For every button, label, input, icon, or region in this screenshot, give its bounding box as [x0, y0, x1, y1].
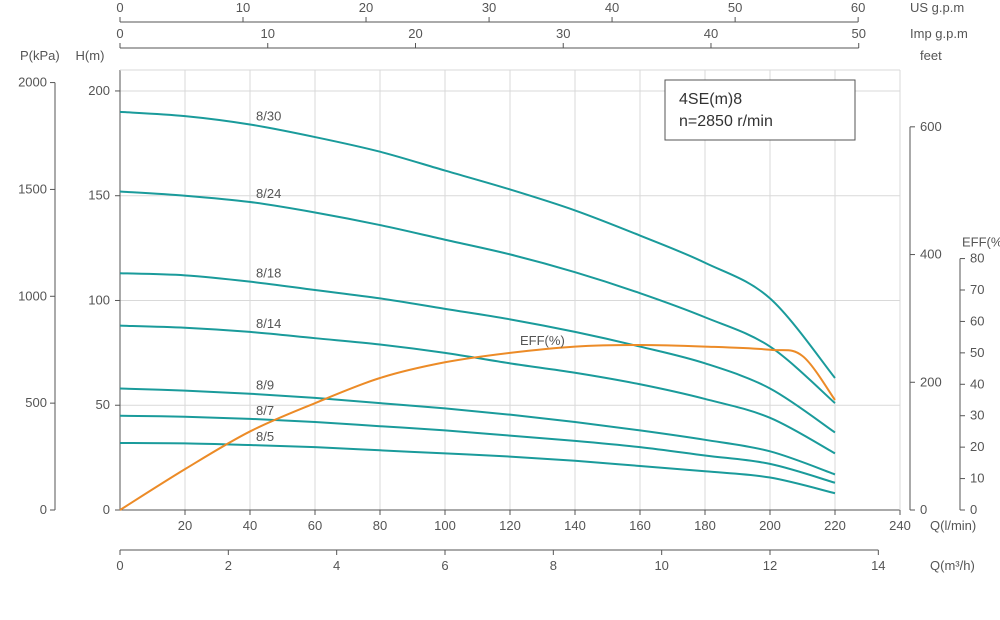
svg-text:40: 40	[605, 0, 619, 15]
curve-label-8/24: 8/24	[256, 186, 281, 201]
svg-text:180: 180	[694, 518, 716, 533]
svg-text:14: 14	[871, 558, 885, 573]
svg-text:2: 2	[225, 558, 232, 573]
title-line2: n=2850 r/min	[679, 113, 773, 130]
svg-text:20: 20	[970, 439, 984, 454]
svg-text:100: 100	[88, 292, 110, 307]
svg-text:0: 0	[40, 502, 47, 517]
svg-text:1000: 1000	[18, 288, 47, 303]
x-label-m3h: Q(m³/h)	[930, 558, 975, 573]
pump-curve-chart: 20406080100120140160180200220240Q(l/min)…	[0, 0, 1000, 620]
svg-text:80: 80	[970, 251, 984, 266]
svg-text:1500: 1500	[18, 181, 47, 196]
title-box	[665, 80, 855, 140]
curve-label-8/30: 8/30	[256, 108, 281, 123]
svg-text:30: 30	[556, 26, 570, 41]
svg-text:10: 10	[654, 558, 668, 573]
svg-text:400: 400	[920, 247, 942, 262]
svg-text:6: 6	[441, 558, 448, 573]
svg-text:50: 50	[851, 26, 865, 41]
y-label-eff: EFF(%)	[962, 235, 1000, 250]
svg-text:0: 0	[116, 558, 123, 573]
curve-label-8/18: 8/18	[256, 266, 281, 281]
svg-text:40: 40	[970, 376, 984, 391]
y-label-pkpa: P(kPa)	[20, 48, 60, 63]
svg-text:8: 8	[550, 558, 557, 573]
curve-label-8/14: 8/14	[256, 316, 281, 331]
svg-text:20: 20	[359, 0, 373, 15]
svg-text:140: 140	[564, 518, 586, 533]
x-label-lmin: Q(l/min)	[930, 518, 976, 533]
curve-label-8/9: 8/9	[256, 378, 274, 393]
curve-label-8/5: 8/5	[256, 429, 274, 444]
svg-text:30: 30	[482, 0, 496, 15]
svg-text:500: 500	[25, 395, 47, 410]
title-line1: 4SE(m)8	[679, 91, 742, 108]
svg-text:0: 0	[116, 0, 123, 15]
svg-text:50: 50	[96, 397, 110, 412]
svg-text:120: 120	[499, 518, 521, 533]
svg-text:0: 0	[116, 26, 123, 41]
svg-text:4: 4	[333, 558, 340, 573]
svg-text:160: 160	[629, 518, 651, 533]
svg-text:0: 0	[103, 502, 110, 517]
svg-text:60: 60	[970, 313, 984, 328]
eff-curve-label: EFF(%)	[520, 333, 565, 348]
svg-text:30: 30	[970, 408, 984, 423]
svg-text:50: 50	[970, 345, 984, 360]
svg-text:200: 200	[920, 374, 942, 389]
svg-text:12: 12	[763, 558, 777, 573]
svg-text:220: 220	[824, 518, 846, 533]
svg-text:40: 40	[704, 26, 718, 41]
svg-text:600: 600	[920, 119, 942, 134]
svg-text:20: 20	[408, 26, 422, 41]
svg-text:40: 40	[243, 518, 257, 533]
svg-text:60: 60	[851, 0, 865, 15]
svg-text:60: 60	[308, 518, 322, 533]
svg-text:50: 50	[728, 0, 742, 15]
svg-text:2000: 2000	[18, 75, 47, 90]
svg-text:200: 200	[759, 518, 781, 533]
svg-text:80: 80	[373, 518, 387, 533]
svg-text:0: 0	[970, 502, 977, 517]
svg-text:10: 10	[236, 0, 250, 15]
x-label-usgpm: US g.p.m	[910, 0, 964, 15]
svg-text:20: 20	[178, 518, 192, 533]
curve-label-8/7: 8/7	[256, 403, 274, 418]
y-label-hm: H(m)	[76, 48, 105, 63]
svg-text:100: 100	[434, 518, 456, 533]
svg-text:0: 0	[920, 502, 927, 517]
svg-text:10: 10	[261, 26, 275, 41]
svg-text:200: 200	[88, 83, 110, 98]
svg-text:150: 150	[88, 188, 110, 203]
svg-text:70: 70	[970, 282, 984, 297]
svg-text:240: 240	[889, 518, 911, 533]
svg-text:10: 10	[970, 471, 984, 486]
y-label-feet: feet	[920, 48, 942, 63]
x-label-impgpm: Imp g.p.m	[910, 26, 968, 41]
